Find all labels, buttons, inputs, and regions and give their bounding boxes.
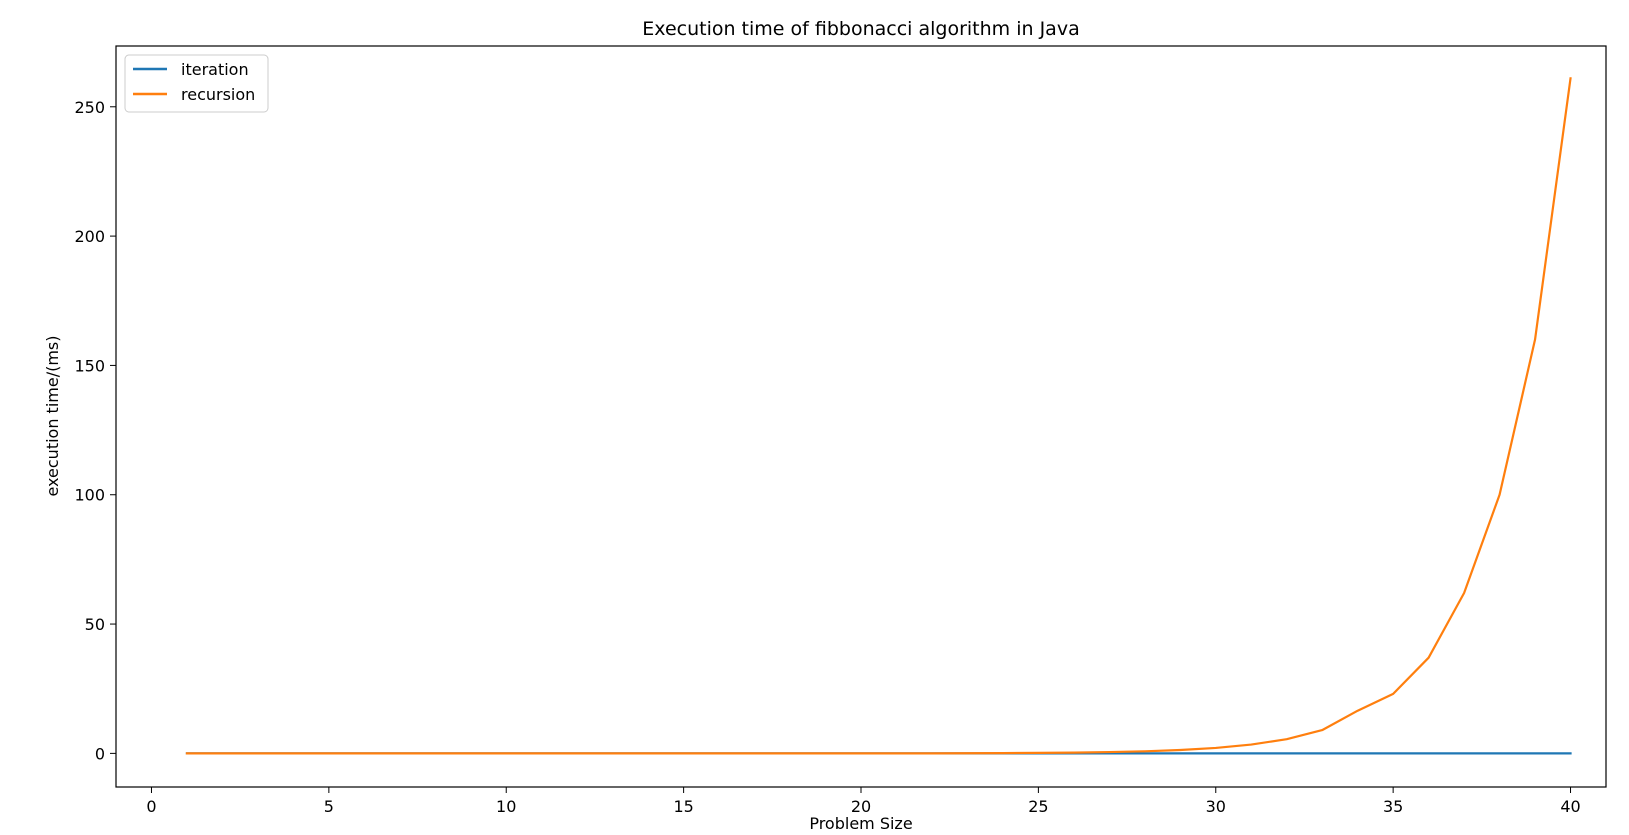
y-tick-label: 50 [85,615,105,634]
plot-area [116,46,1606,787]
plot-frame [115,45,1607,788]
x-tick-label: 30 [1206,797,1226,816]
x-tick-label: 35 [1383,797,1403,816]
x-tick-label: 15 [673,797,693,816]
legend: iteration recursion [124,54,269,113]
x-axis-ticks: 0 5 10 15 20 25 30 35 40 [146,787,1581,816]
x-tick-label: 40 [1560,797,1580,816]
series-line-recursion [185,77,1572,755]
legend-label-iteration: iteration [181,60,249,79]
y-tick-label: 100 [74,486,105,505]
series-lines [185,77,1572,755]
y-axis-title: execution time/(ms) [43,336,62,497]
y-tick-label: 0 [95,744,105,763]
y-tick-label: 250 [74,98,105,117]
y-tick-label: 200 [74,227,105,246]
x-tick-label: 25 [1028,797,1048,816]
x-tick-label: 10 [496,797,516,816]
x-axis-title: Problem Size [809,814,912,833]
x-tick-label: 20 [851,797,871,816]
y-tick-label: 150 [74,356,105,375]
x-tick-label: 0 [146,797,156,816]
x-tick-label: 5 [324,797,334,816]
y-axis-ticks: 0 50 100 150 200 250 [74,98,116,763]
legend-label-recursion: recursion [181,85,255,104]
chart-title: Execution time of fibbonacci algorithm i… [642,18,1079,40]
